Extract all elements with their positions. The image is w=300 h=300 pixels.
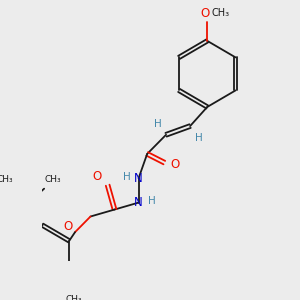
Text: N: N <box>134 172 143 185</box>
Text: H: H <box>195 133 203 143</box>
Text: H: H <box>154 119 161 129</box>
Text: CH₃: CH₃ <box>44 176 61 184</box>
Text: O: O <box>93 170 102 183</box>
Text: CH₃: CH₃ <box>212 8 230 18</box>
Text: O: O <box>200 7 209 20</box>
Text: N: N <box>134 196 143 209</box>
Text: CH₃: CH₃ <box>0 176 13 184</box>
Text: H: H <box>123 172 130 182</box>
Text: CH₃: CH₃ <box>65 296 82 300</box>
Text: O: O <box>170 158 179 171</box>
Text: H: H <box>148 196 156 206</box>
Text: O: O <box>64 220 73 233</box>
